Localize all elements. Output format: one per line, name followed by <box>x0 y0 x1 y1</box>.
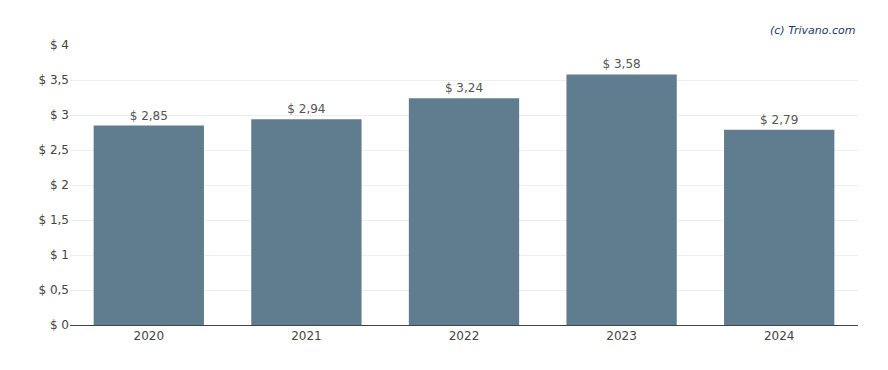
svg-text:$ 2: $ 2 <box>50 178 69 192</box>
svg-text:$ 1,5: $ 1,5 <box>38 213 69 227</box>
svg-text:$ 3,24: $ 3,24 <box>445 81 483 95</box>
svg-text:2023: 2023 <box>606 329 637 343</box>
svg-text:2022: 2022 <box>449 329 480 343</box>
svg-text:$ 0,5: $ 0,5 <box>38 283 69 297</box>
svg-text:$ 3: $ 3 <box>50 108 69 122</box>
svg-text:$ 4: $ 4 <box>50 38 69 52</box>
svg-text:$ 0: $ 0 <box>50 318 69 332</box>
svg-text:$ 2,79: $ 2,79 <box>760 113 798 127</box>
svg-text:$ 3,5: $ 3,5 <box>38 73 69 87</box>
svg-text:2020: 2020 <box>134 329 165 343</box>
svg-text:(c) Trivano.com: (c) Trivano.com <box>770 24 856 37</box>
svg-text:$ 1: $ 1 <box>50 248 69 262</box>
svg-text:$ 2,94: $ 2,94 <box>287 102 325 116</box>
svg-text:$ 2,85: $ 2,85 <box>130 109 168 123</box>
svg-text:$ 2,5: $ 2,5 <box>38 143 69 157</box>
svg-text:2021: 2021 <box>291 329 322 343</box>
svg-text:$ 3,58: $ 3,58 <box>603 57 641 71</box>
svg-text:2024: 2024 <box>764 329 795 343</box>
